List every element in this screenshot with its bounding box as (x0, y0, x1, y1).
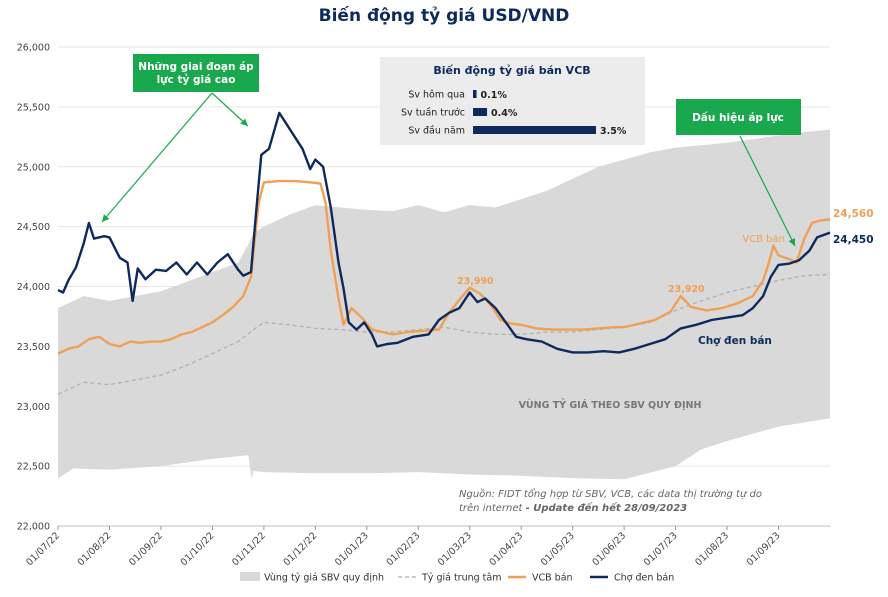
x-tick-label: 01/01/23 (333, 530, 371, 568)
callout-signal-arrow (739, 135, 796, 247)
y-tick-label: 22,500 (17, 462, 50, 473)
x-tick-label: 01/11/22 (230, 530, 268, 568)
x-tick-label: 01/03/23 (436, 530, 474, 568)
peak-jul-label: 23,920 (668, 284, 705, 295)
callout-signal-text: Dấu hiệu áp lực (692, 111, 784, 124)
inset-row-value: 3.5% (600, 126, 627, 137)
x-tick-label: 01/08/22 (76, 530, 114, 568)
callout-pressure-text: Những giai đoạn áp (138, 61, 254, 73)
y-tick-label: 25,500 (17, 102, 50, 113)
inset-title: Biến động tỷ giá bán VCB (433, 64, 590, 77)
source-line-2-text: trên internet (459, 502, 526, 514)
x-tick-label: 01/10/22 (179, 530, 217, 568)
callout-arrow-right (211, 92, 249, 127)
x-tick-label: 01/07/23 (642, 530, 680, 568)
y-tick-label: 23,000 (17, 402, 50, 413)
sbv-band-area (58, 129, 830, 480)
callout-arrow-left (101, 92, 213, 223)
inset-row-value: 0.1% (481, 90, 508, 101)
inset-bar (473, 90, 477, 98)
source-line-2: trên internet - Update đến hết 28/09/202… (459, 501, 687, 514)
inset-row-label: Sv hôm qua (408, 90, 465, 101)
x-tick-label: 01/07/22 (24, 530, 62, 568)
legend: Vùng tỷ giá SBV quy định Tỷ giá trung tâm… (240, 572, 674, 584)
inset-vcb: Biến động tỷ giá bán VCB Sv hôm qua 0.1% Sv… (380, 57, 645, 145)
y-tick-label: 22,000 (17, 522, 50, 533)
sbv-band (58, 129, 830, 480)
inset-row-value: 0.4% (491, 108, 518, 119)
vcb-line (57, 179, 831, 355)
y-tick-label: 24,000 (17, 282, 50, 293)
x-tick-label: 01/02/23 (384, 530, 422, 568)
legend-label: VCB bán (532, 573, 573, 584)
x-tick-label: 01/04/23 (487, 530, 525, 568)
callout-pressure-text: lực tỷ giá cao (157, 73, 236, 86)
series-lines (57, 111, 831, 355)
vcb-last-value: 24,560 (833, 208, 874, 220)
y-tick-label: 26,000 (17, 43, 50, 54)
legend-label: Chợ đen bán (614, 573, 674, 584)
inset-bar (473, 108, 488, 116)
inset-row-label: Sv tuần trước (401, 108, 465, 119)
x-tick-label: 01/05/23 (539, 530, 577, 568)
x-tick-label: 01/06/23 (590, 530, 628, 568)
x-tick-label: 01/08/23 (693, 530, 731, 568)
black-last-value: 24,450 (833, 234, 874, 246)
black-market-line (57, 111, 831, 354)
inset-row-label: Sv đầu năm (408, 126, 465, 137)
legend-swatch-band (240, 572, 260, 581)
chart-title: Biến động tỷ giá USD/VND (318, 6, 570, 26)
x-tick-label: 01/12/22 (282, 530, 320, 568)
band-label: VÙNG TỶ GIÁ THEO SBV QUY ĐỊNH (519, 399, 702, 411)
peak-mar-label: 23,990 (457, 276, 494, 287)
callout-signal-box (676, 99, 801, 135)
black-market-label: Chợ đen bán (698, 335, 772, 347)
y-tick-label: 23,500 (17, 342, 50, 353)
x-tick-label: 01/09/22 (127, 530, 165, 568)
vcb-label: VCB bán (742, 233, 785, 245)
inset-bar (473, 126, 596, 134)
annotations: VÙNG TỶ GIÁ THEO SBV QUY ĐỊNH VCB bán Chợ … (457, 208, 874, 514)
callout-pressure-box (133, 54, 259, 92)
legend-label: Tỷ giá trung tâm (421, 573, 501, 584)
y-tick-label: 24,500 (17, 222, 50, 233)
legend-label: Vùng tỷ giá SBV quy định (264, 573, 384, 584)
x-tick-label: 01/09/23 (745, 530, 783, 568)
y-tick-label: 25,000 (17, 162, 50, 173)
source-update: - Update đến hết 28/09/2023 (526, 501, 688, 514)
source-line-1: Nguồn: FIDT tổng hợp từ SBV, VCB, các da… (459, 487, 762, 500)
